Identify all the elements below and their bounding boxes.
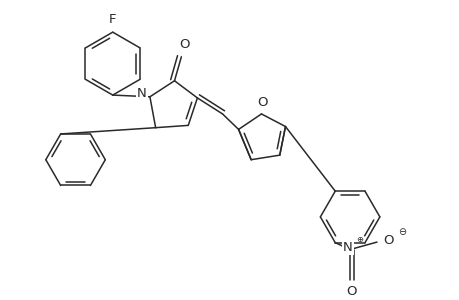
Text: O: O [179,38,189,51]
Text: O: O [257,96,267,109]
Text: F: F [109,13,116,26]
Text: O: O [382,234,393,247]
Text: ⊖: ⊖ [397,227,405,237]
Text: O: O [345,285,356,298]
Text: N: N [342,241,352,254]
Text: N: N [137,87,146,101]
Text: ⊕: ⊕ [356,235,363,244]
